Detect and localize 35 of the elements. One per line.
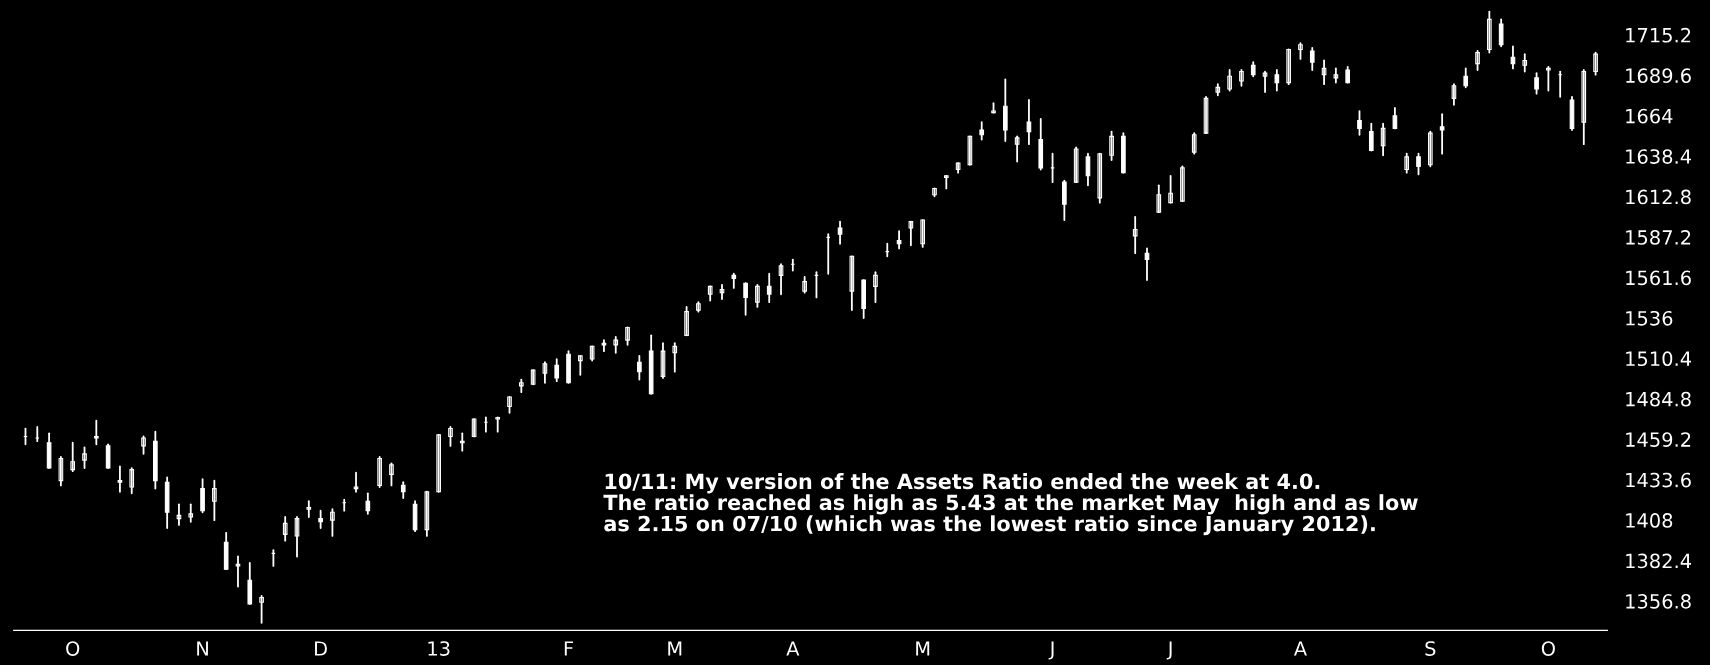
- x-tick-label: J: [1048, 641, 1054, 660]
- candlestick: [389, 462, 394, 487]
- y-tick-label: 1664: [1626, 108, 1673, 124]
- x-tick-label: A: [786, 641, 800, 656]
- y-tick-label: 1459.2: [1626, 432, 1691, 447]
- x-tick-label: 13: [428, 641, 450, 656]
- x-tick-label: M: [916, 641, 930, 656]
- x-tick-label: M: [668, 641, 682, 656]
- x-tick-label: N: [197, 641, 208, 656]
- y-tick-label: 1382.4: [1626, 553, 1692, 569]
- candlestick: [967, 135, 973, 166]
- y-tick-label: 1612.8: [1626, 189, 1691, 205]
- x-tick-label: J: [1166, 641, 1172, 660]
- x-tick-label: F: [564, 641, 573, 656]
- x-tick-label: D: [315, 641, 327, 656]
- x-tick-label: S: [1425, 641, 1436, 656]
- y-tick-label: 1587.2: [1626, 230, 1691, 245]
- y-tick-label: 1715.2: [1626, 27, 1691, 43]
- y-tick-label: 1561.6: [1626, 270, 1691, 286]
- y-tick-label: 1408: [1626, 513, 1673, 528]
- y-tick-label: 1356.8: [1626, 594, 1691, 609]
- y-tick-label: 1484.8: [1626, 391, 1691, 407]
- x-tick-label: A: [1293, 641, 1307, 656]
- candlestick: [259, 595, 264, 624]
- y-tick-label: 1638.4: [1626, 149, 1692, 164]
- candlestick: [1534, 72, 1539, 95]
- y-tick-label: 1536: [1626, 310, 1673, 326]
- x-tick-label: O: [1541, 641, 1555, 656]
- annotation: 10/11: My version of the Assets Ratio ended the week at 4.0. The ratio reached as high as 5.43 at the market May high and as low as 2.15 on 07/10 (which was the lowest ratio since January 2012).: [603, 473, 1418, 536]
- candlestick: [1416, 152, 1421, 176]
- x-tick-label: O: [66, 641, 80, 656]
- candlestick: [82, 446, 87, 469]
- y-tick-label: 1689.6: [1626, 68, 1691, 84]
- y-tick-label: 1433.6: [1626, 472, 1691, 488]
- y-tick-label: 1510.4: [1626, 351, 1692, 367]
